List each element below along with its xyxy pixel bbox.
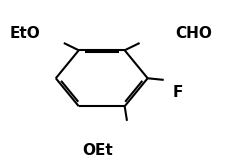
Text: OEt: OEt xyxy=(82,143,112,158)
Text: F: F xyxy=(173,85,183,100)
Text: CHO: CHO xyxy=(175,26,212,41)
Text: EtO: EtO xyxy=(10,26,41,41)
